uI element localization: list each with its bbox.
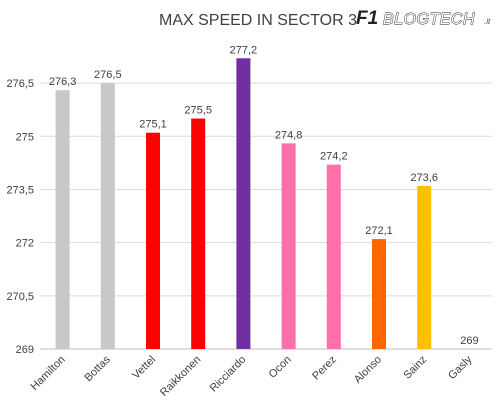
y-tick-label: 270,5 xyxy=(6,291,34,303)
category-label: Bottas xyxy=(82,353,113,384)
bar-hamilton xyxy=(55,90,70,349)
bars xyxy=(55,58,432,349)
data-label-bottas: 276,5 xyxy=(94,69,122,81)
bar-alonso xyxy=(372,239,386,349)
logo-wordmark: BLOGTECH xyxy=(383,11,475,28)
y-tick-label: 276,5 xyxy=(6,78,34,90)
bar-bottas xyxy=(100,83,115,349)
y-axis-ticks: 269 270,5 272 273,5 275 276,5 xyxy=(6,78,34,356)
category-label: Sainz xyxy=(401,354,429,382)
data-label-sainz: 273,6 xyxy=(410,172,438,184)
chart-title: MAX SPEED IN SECTOR 3 xyxy=(159,12,357,29)
logo-mark: F1 xyxy=(356,8,378,29)
data-label-raikkonen: 275,5 xyxy=(184,105,212,117)
bar-perez xyxy=(326,164,341,349)
category-label: Perez xyxy=(310,354,339,383)
data-labels: 276,3 276,5 275,1 275,5 277,2 274,8 274,2 272,1… xyxy=(49,44,479,347)
x-axis-categories: Hamilton Bottas Vettel Raikkonen Ricciardo Oc… xyxy=(29,353,475,399)
data-label-alonso: 272,1 xyxy=(365,225,393,237)
category-label: Alonso xyxy=(352,354,384,386)
bar-sainz xyxy=(417,185,432,349)
data-label-hamilton: 276,3 xyxy=(49,76,77,88)
data-label-gasly: 269 xyxy=(460,335,478,347)
bar-raikkonen xyxy=(191,118,206,349)
y-tick-label: 269 xyxy=(16,344,34,356)
category-label: Raikkonen xyxy=(158,354,203,399)
data-label-perez: 274,2 xyxy=(320,151,348,163)
y-tick-label: 275 xyxy=(16,131,34,143)
bar-ocon xyxy=(281,143,296,349)
category-label: Vettel xyxy=(130,354,158,382)
y-tick-label: 272 xyxy=(16,238,34,250)
category-label: Hamilton xyxy=(29,354,68,393)
data-label-ocon: 274,8 xyxy=(275,129,303,141)
category-label: Ricciardo xyxy=(208,354,249,395)
bar-vettel xyxy=(146,132,160,349)
category-label: Ocon xyxy=(267,354,294,381)
data-label-ricciardo: 277,2 xyxy=(230,44,258,56)
gridlines xyxy=(40,82,492,350)
y-tick-label: 273,5 xyxy=(6,184,34,196)
data-label-vettel: 275,1 xyxy=(139,119,167,131)
logo-tld: .it xyxy=(484,17,491,26)
logo: F1 BLOGTECH .it xyxy=(356,8,491,29)
category-label: Gasly xyxy=(446,353,475,382)
bar-ricciardo xyxy=(236,58,251,349)
